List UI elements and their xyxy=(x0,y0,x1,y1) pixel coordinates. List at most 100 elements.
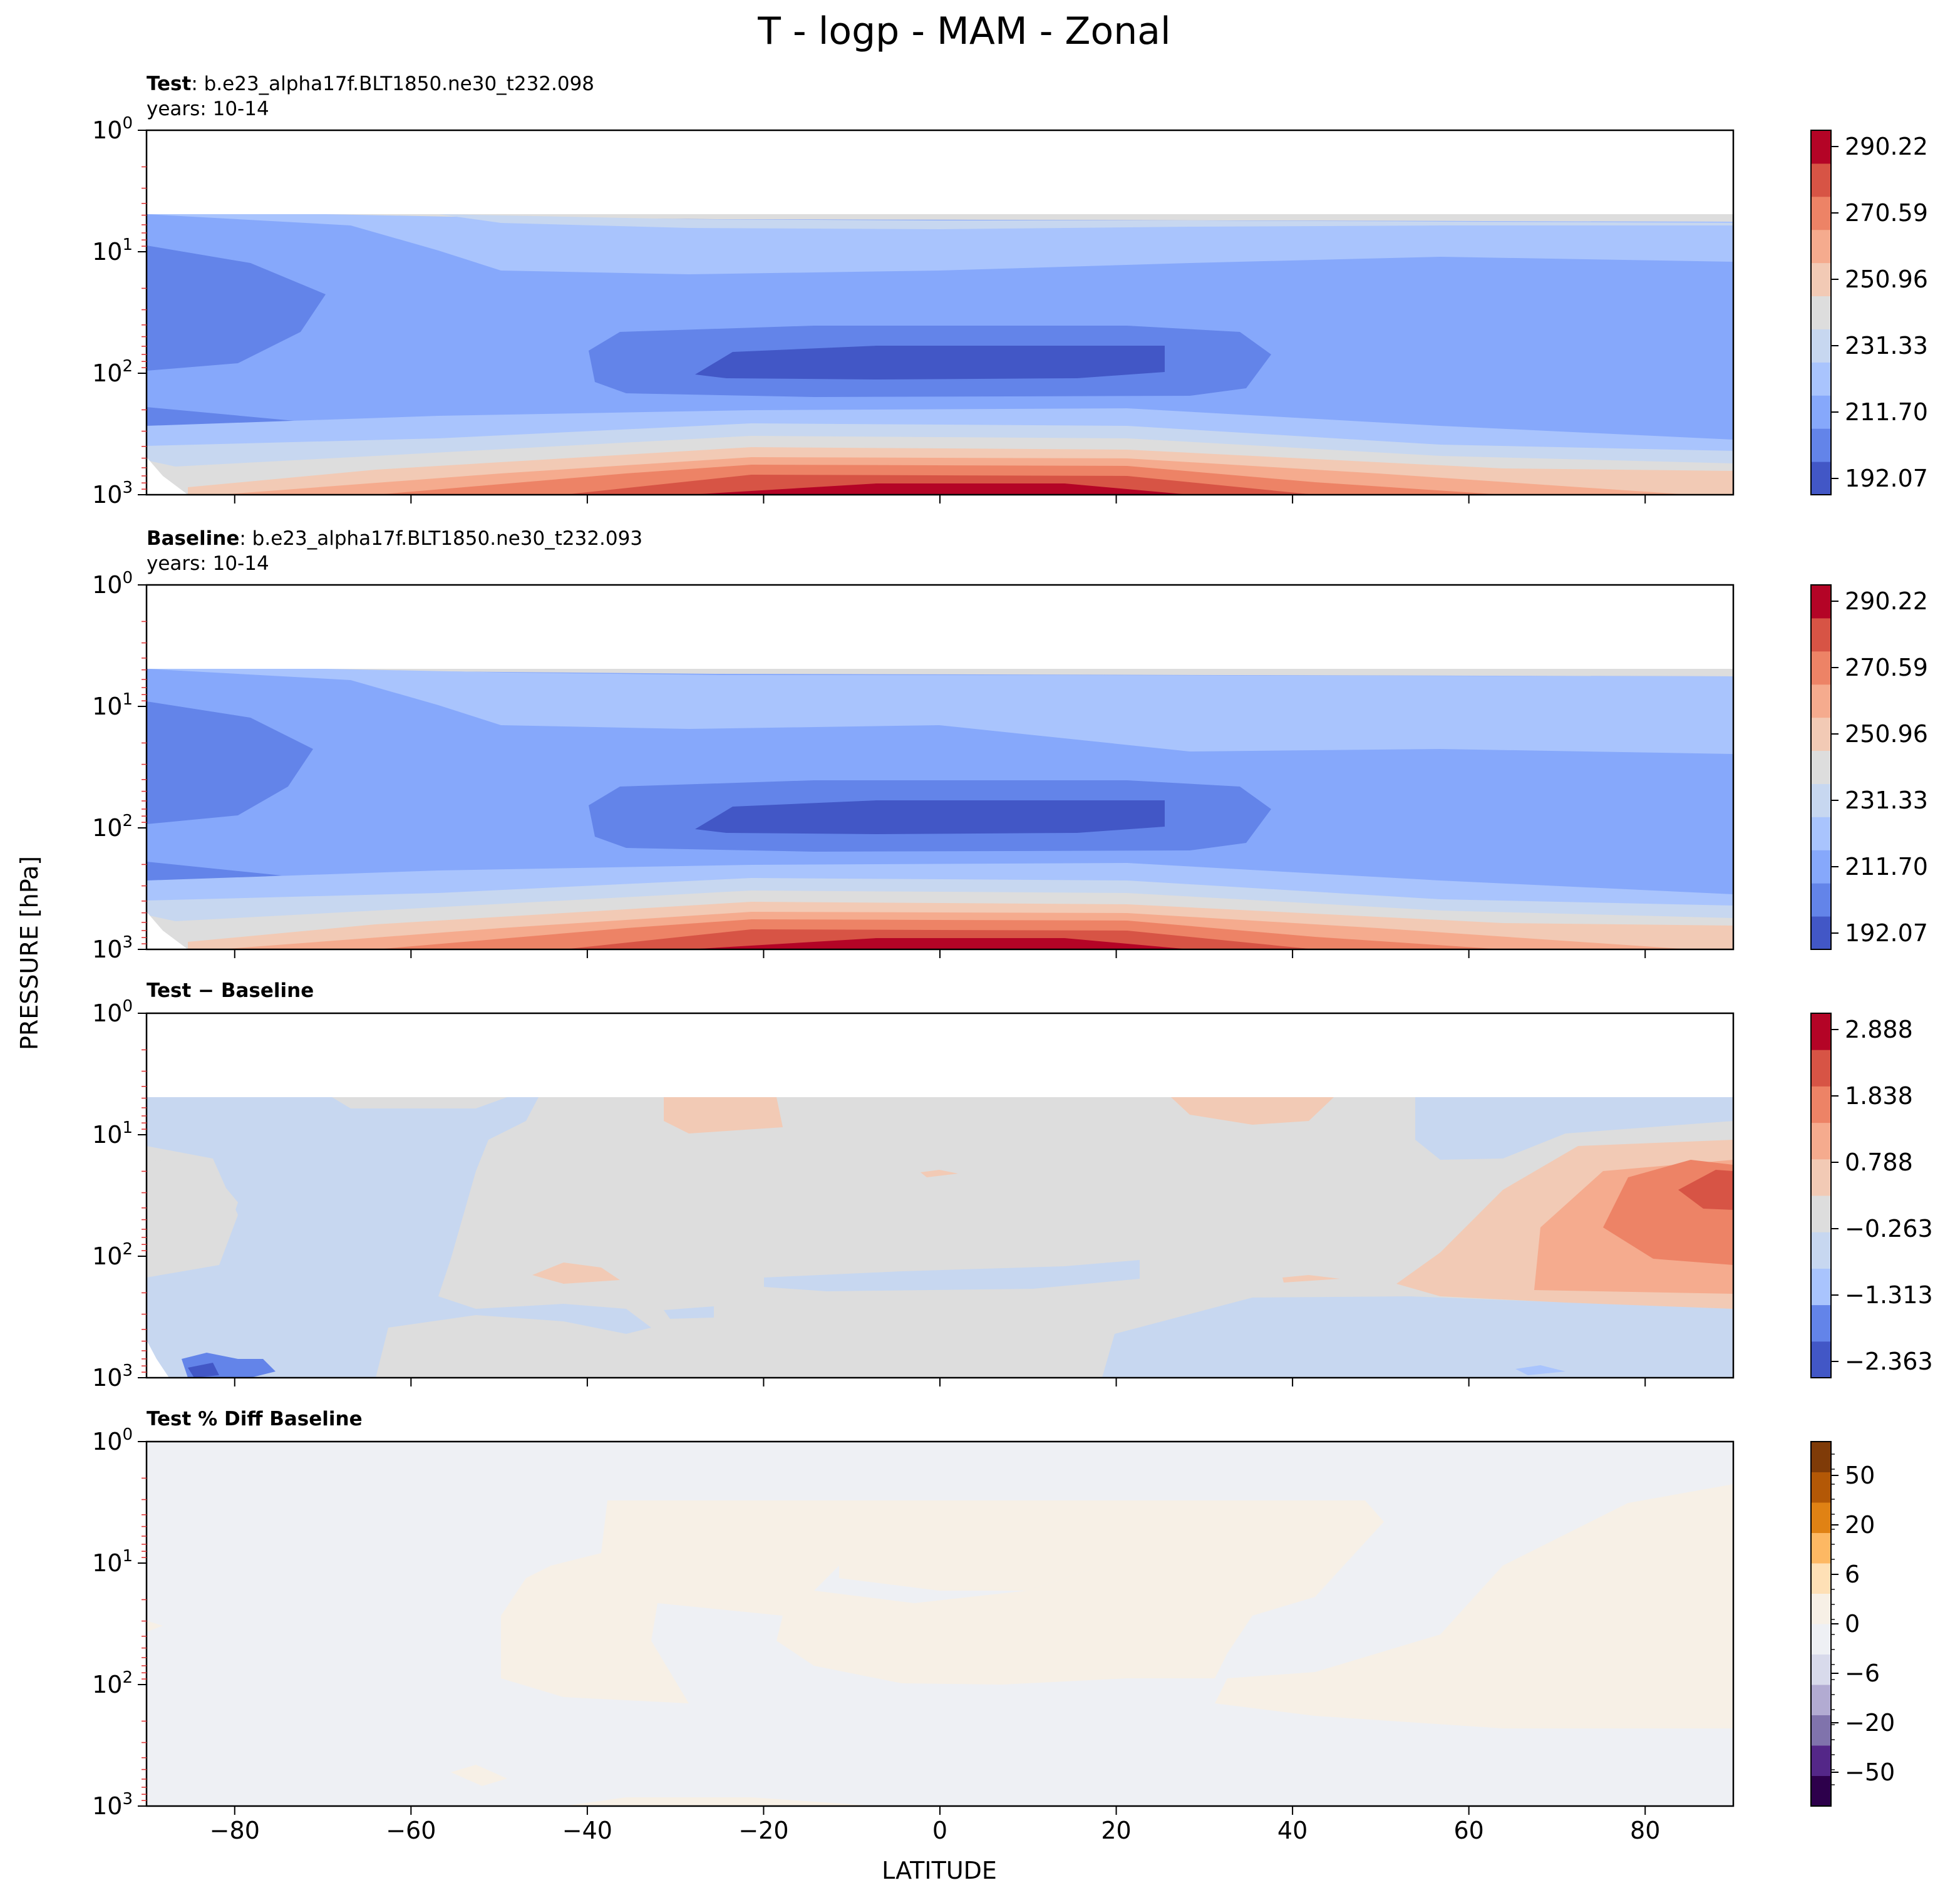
x-tick-label: −20 xyxy=(738,1817,788,1844)
colorbar-tick-label: −0.263 xyxy=(1845,1215,1933,1242)
x-tick-label: 20 xyxy=(1101,1817,1131,1844)
colorbar-segment xyxy=(1811,916,1831,950)
panel-percent-diff-field xyxy=(147,1442,1733,1806)
colorbar-segment xyxy=(1811,651,1831,685)
colorbar-segment xyxy=(1811,817,1831,850)
panel-difference-label: Test − Baseline xyxy=(147,979,314,1002)
colorbar-segment xyxy=(1811,1472,1831,1503)
colorbars: 290.22 270.59 250.96 231.33 211.70 192.07 290.… xyxy=(1810,130,1933,1807)
colorbar-segment xyxy=(1811,883,1831,917)
panel-baseline: Baseline: b.e23_alpha17f.BLT1850.ne30_t2… xyxy=(147,527,1733,949)
panel-test-field xyxy=(147,130,1733,495)
panel-percent-diff-label: Test % Diff Baseline xyxy=(147,1408,363,1430)
colorbar-segment xyxy=(1811,1563,1831,1594)
colorbar-segment xyxy=(1811,850,1831,884)
colorbar-segment xyxy=(1811,1268,1831,1306)
colorbar-segment xyxy=(1811,717,1831,751)
x-tick-label: −40 xyxy=(562,1817,612,1844)
colorbar-segment xyxy=(1811,1159,1831,1196)
y-axis-label: PRESSURE [hPa] xyxy=(16,856,43,1050)
y-tick-label: 100 xyxy=(92,997,133,1027)
colorbar-tick-label: 250.96 xyxy=(1845,266,1928,293)
colorbar-segment xyxy=(1811,130,1831,164)
x-tick-label: −80 xyxy=(210,1817,260,1844)
y-tick-label: 100 xyxy=(92,114,133,144)
colorbar-segment xyxy=(1811,163,1831,197)
colorbar-segment xyxy=(1811,1502,1831,1533)
panel-test-years: years: 10-14 xyxy=(147,98,269,120)
colorbar-segment xyxy=(1811,1304,1831,1342)
panel-baseline-field xyxy=(147,585,1733,949)
panel-percent-diff: Test % Diff Baseline xyxy=(147,1408,1733,1806)
y-tick-label: 101 xyxy=(92,1118,133,1149)
axes-ticks: 100 101 102 103 100 101 102 103 100 101 102 103 −80 −… xyxy=(92,114,1660,1844)
colorbar-tick-label: 231.33 xyxy=(1845,332,1928,359)
figure-title: T - logp - MAM - Zonal xyxy=(757,9,1170,53)
colorbar-segment xyxy=(1811,1532,1831,1564)
colorbar-segment xyxy=(1811,1086,1831,1123)
x-tick-label: −60 xyxy=(386,1817,436,1844)
x-axis-label: LATITUDE xyxy=(882,1857,997,1884)
colorbar-segment xyxy=(1811,1442,1831,1472)
colorbar-segment xyxy=(1811,783,1831,817)
colorbar-tick-label: 50 xyxy=(1845,1462,1875,1489)
colorbar-tick-label: 0.788 xyxy=(1845,1149,1913,1176)
x-tick-label: 60 xyxy=(1453,1817,1483,1844)
panel-baseline-label: Baseline: b.e23_alpha17f.BLT1850.ne30_t2… xyxy=(147,527,642,550)
x-tick-label: 80 xyxy=(1630,1817,1660,1844)
colorbar-segment xyxy=(1811,1745,1831,1776)
colorbar-segment xyxy=(1811,1715,1831,1746)
colorbar-tick-label: 270.59 xyxy=(1845,654,1928,681)
colorbar-segment xyxy=(1811,1341,1831,1378)
colorbar-segment xyxy=(1811,750,1831,784)
colorbar-frame xyxy=(1810,130,1832,495)
colorbar-segment xyxy=(1811,428,1831,462)
x-tick-label: 40 xyxy=(1277,1817,1308,1844)
colorbar-frame xyxy=(1810,1013,1832,1378)
colorbar-segment xyxy=(1811,585,1831,619)
colorbar-tick-label: 270.59 xyxy=(1845,199,1928,227)
panel-test-label: Test: b.e23_alpha17f.BLT1850.ne30_t232.0… xyxy=(147,73,594,95)
colorbar-segment xyxy=(1811,229,1831,264)
colorbar-segment xyxy=(1811,462,1831,495)
colorbar-tick-label: 20 xyxy=(1845,1511,1875,1539)
colorbar-segment xyxy=(1811,1624,1831,1655)
y-tick-label: 100 xyxy=(92,1425,133,1455)
panel-difference: Test − Baseline xyxy=(147,979,1733,1378)
colorbar-tick-label: 231.33 xyxy=(1845,787,1928,814)
colorbar-segment xyxy=(1811,1654,1831,1685)
y-tick-label: 103 xyxy=(92,1361,133,1391)
colorbar-tick-label: 0 xyxy=(1845,1610,1860,1638)
colorbar-tick-label: 6 xyxy=(1845,1561,1860,1588)
y-tick-label: 100 xyxy=(92,569,133,599)
colorbar-segment xyxy=(1811,1013,1831,1050)
colorbar-tick-label: 290.22 xyxy=(1845,133,1928,160)
colorbar-segment xyxy=(1811,617,1831,652)
y-tick-label: 103 xyxy=(92,478,133,509)
colorbar-tick-label: 250.96 xyxy=(1845,720,1928,748)
colorbar-segment xyxy=(1811,1050,1831,1087)
colorbar-tick-label: −1.313 xyxy=(1845,1281,1933,1309)
colorbar-tick-label: 211.70 xyxy=(1845,853,1928,880)
panel-difference-field xyxy=(147,1013,1733,1378)
colorbar-segment xyxy=(1811,1685,1831,1715)
colorbar-tick-label: 290.22 xyxy=(1845,587,1928,615)
y-tick-label: 102 xyxy=(92,1240,133,1270)
colorbar-tick-label: 2.888 xyxy=(1845,1016,1913,1043)
colorbar-tick-label: 1.838 xyxy=(1845,1082,1913,1110)
colorbar-segment xyxy=(1811,196,1831,230)
colorbar-frame xyxy=(1810,584,1832,950)
panel-test: Test: b.e23_alpha17f.BLT1850.ne30_t232.0… xyxy=(147,73,1733,495)
colorbar-tick-label: −6 xyxy=(1845,1660,1880,1687)
colorbar-tick-label: 211.70 xyxy=(1845,398,1928,426)
colorbar-segment xyxy=(1811,684,1831,718)
colorbar-segment xyxy=(1811,362,1831,396)
y-tick-label: 103 xyxy=(92,933,133,963)
colorbar-segment xyxy=(1811,1232,1831,1269)
colorbar-segment xyxy=(1811,395,1831,429)
colorbar-tick-label: −2.363 xyxy=(1845,1348,1933,1375)
colorbar-segment xyxy=(1811,262,1831,297)
colorbar-tick-label: 192.07 xyxy=(1845,919,1928,947)
x-tick-label: 0 xyxy=(932,1817,947,1844)
